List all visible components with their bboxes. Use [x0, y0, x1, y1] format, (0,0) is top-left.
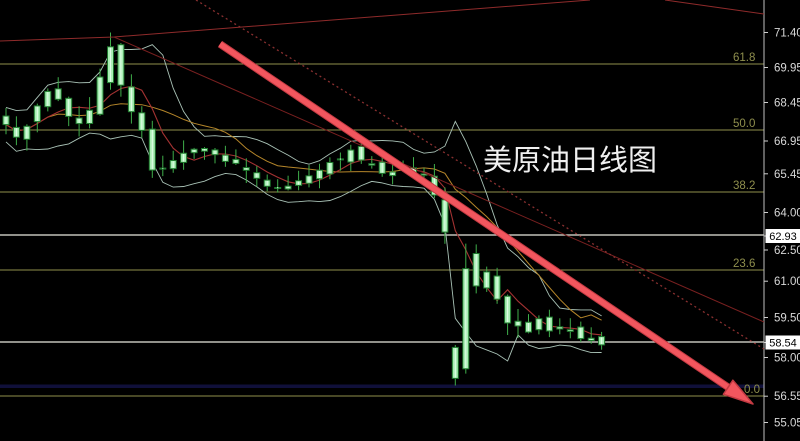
svg-text:50.0: 50.0 [733, 118, 755, 130]
svg-text:56.55: 56.55 [774, 391, 800, 403]
svg-text:55.05: 55.05 [774, 418, 800, 430]
svg-text:0.0: 0.0 [744, 384, 760, 396]
svg-text:62.93: 62.93 [769, 231, 797, 243]
svg-text:62.50: 62.50 [774, 245, 800, 257]
svg-text:61.00: 61.00 [774, 276, 800, 288]
svg-text:64.00: 64.00 [774, 208, 800, 220]
svg-text:38.2: 38.2 [733, 180, 755, 192]
svg-text:59.50: 59.50 [774, 313, 800, 325]
svg-text:58.00: 58.00 [774, 353, 800, 365]
svg-text:69.95: 69.95 [774, 63, 800, 75]
svg-text:71.40: 71.40 [774, 28, 800, 40]
svg-text:58.54: 58.54 [769, 338, 797, 350]
svg-text:68.45: 68.45 [774, 98, 800, 110]
svg-text:65.45: 65.45 [774, 169, 800, 181]
svg-text:66.95: 66.95 [774, 136, 800, 148]
svg-text:美原油日线图: 美原油日线图 [483, 144, 657, 177]
svg-text:23.6: 23.6 [733, 258, 755, 270]
svg-text:61.8: 61.8 [733, 52, 755, 64]
